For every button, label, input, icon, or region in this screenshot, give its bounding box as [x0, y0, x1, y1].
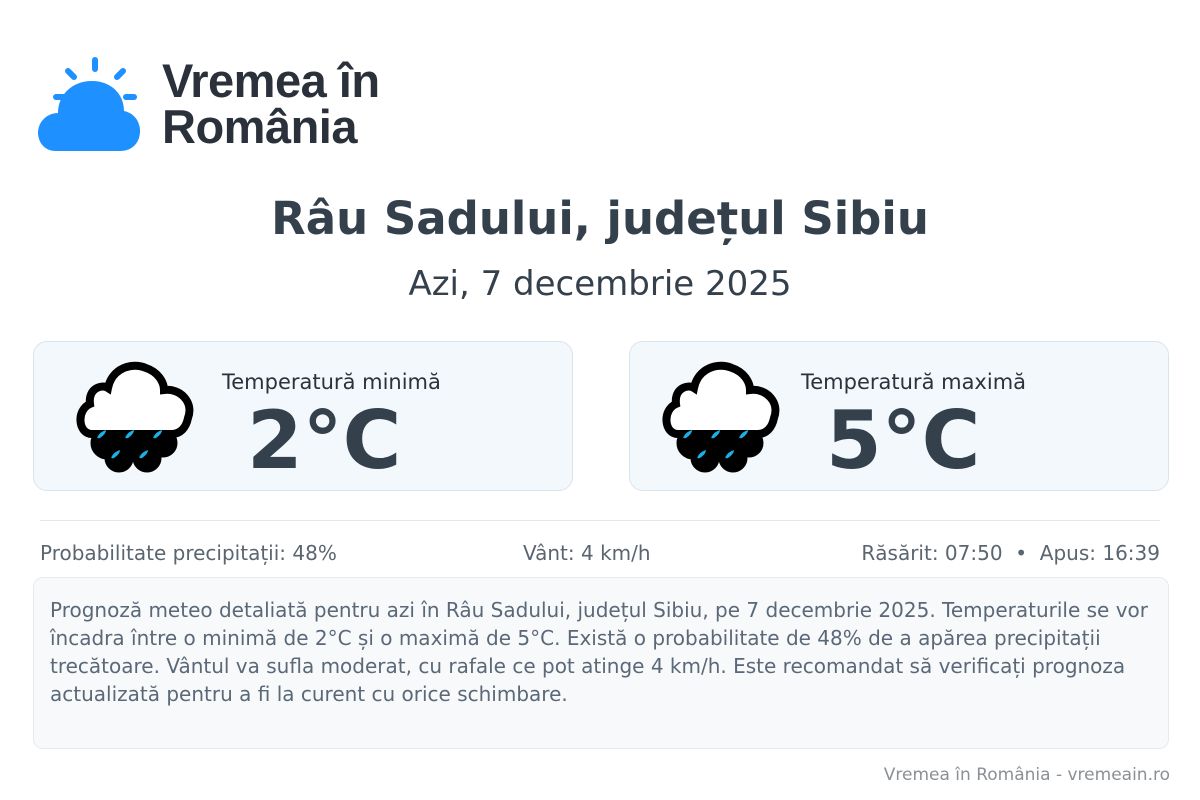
brand-line1: Vremea în [162, 54, 380, 107]
page-title: Râu Sadului, județul Sibiu [271, 192, 929, 245]
precipitation-info: Probabilitate precipitații: 48% [40, 541, 337, 565]
logo: Vremea în România [36, 55, 380, 153]
sun-times-info: Răsărit: 07:50 • Apus: 16:39 [861, 541, 1160, 565]
max-temp-value: 5°C [826, 394, 981, 487]
max-temp-card: Temperatură maximă 5°C [629, 341, 1169, 491]
sun-cloud-icon [38, 57, 140, 151]
wind-info: Vânt: 4 km/h [523, 541, 651, 565]
min-temp-value: 2°C [247, 394, 402, 487]
date-subtitle: Azi, 7 decembrie 2025 [408, 264, 792, 304]
min-temp-card: Temperatură minimă 2°C [33, 341, 573, 491]
footer-credit: Vremea în România - vremeain.ro [883, 765, 1170, 785]
forecast-description: Prognoză meteo detaliată pentru azi în R… [33, 577, 1169, 749]
brand-line2: România [162, 100, 357, 153]
max-temp-label: Temperatură maximă [801, 370, 1027, 394]
min-temp-label: Temperatură minimă [222, 370, 441, 394]
rain-cloud-icon [72, 358, 198, 477]
rain-cloud-icon [658, 358, 784, 477]
divider [40, 520, 1160, 521]
